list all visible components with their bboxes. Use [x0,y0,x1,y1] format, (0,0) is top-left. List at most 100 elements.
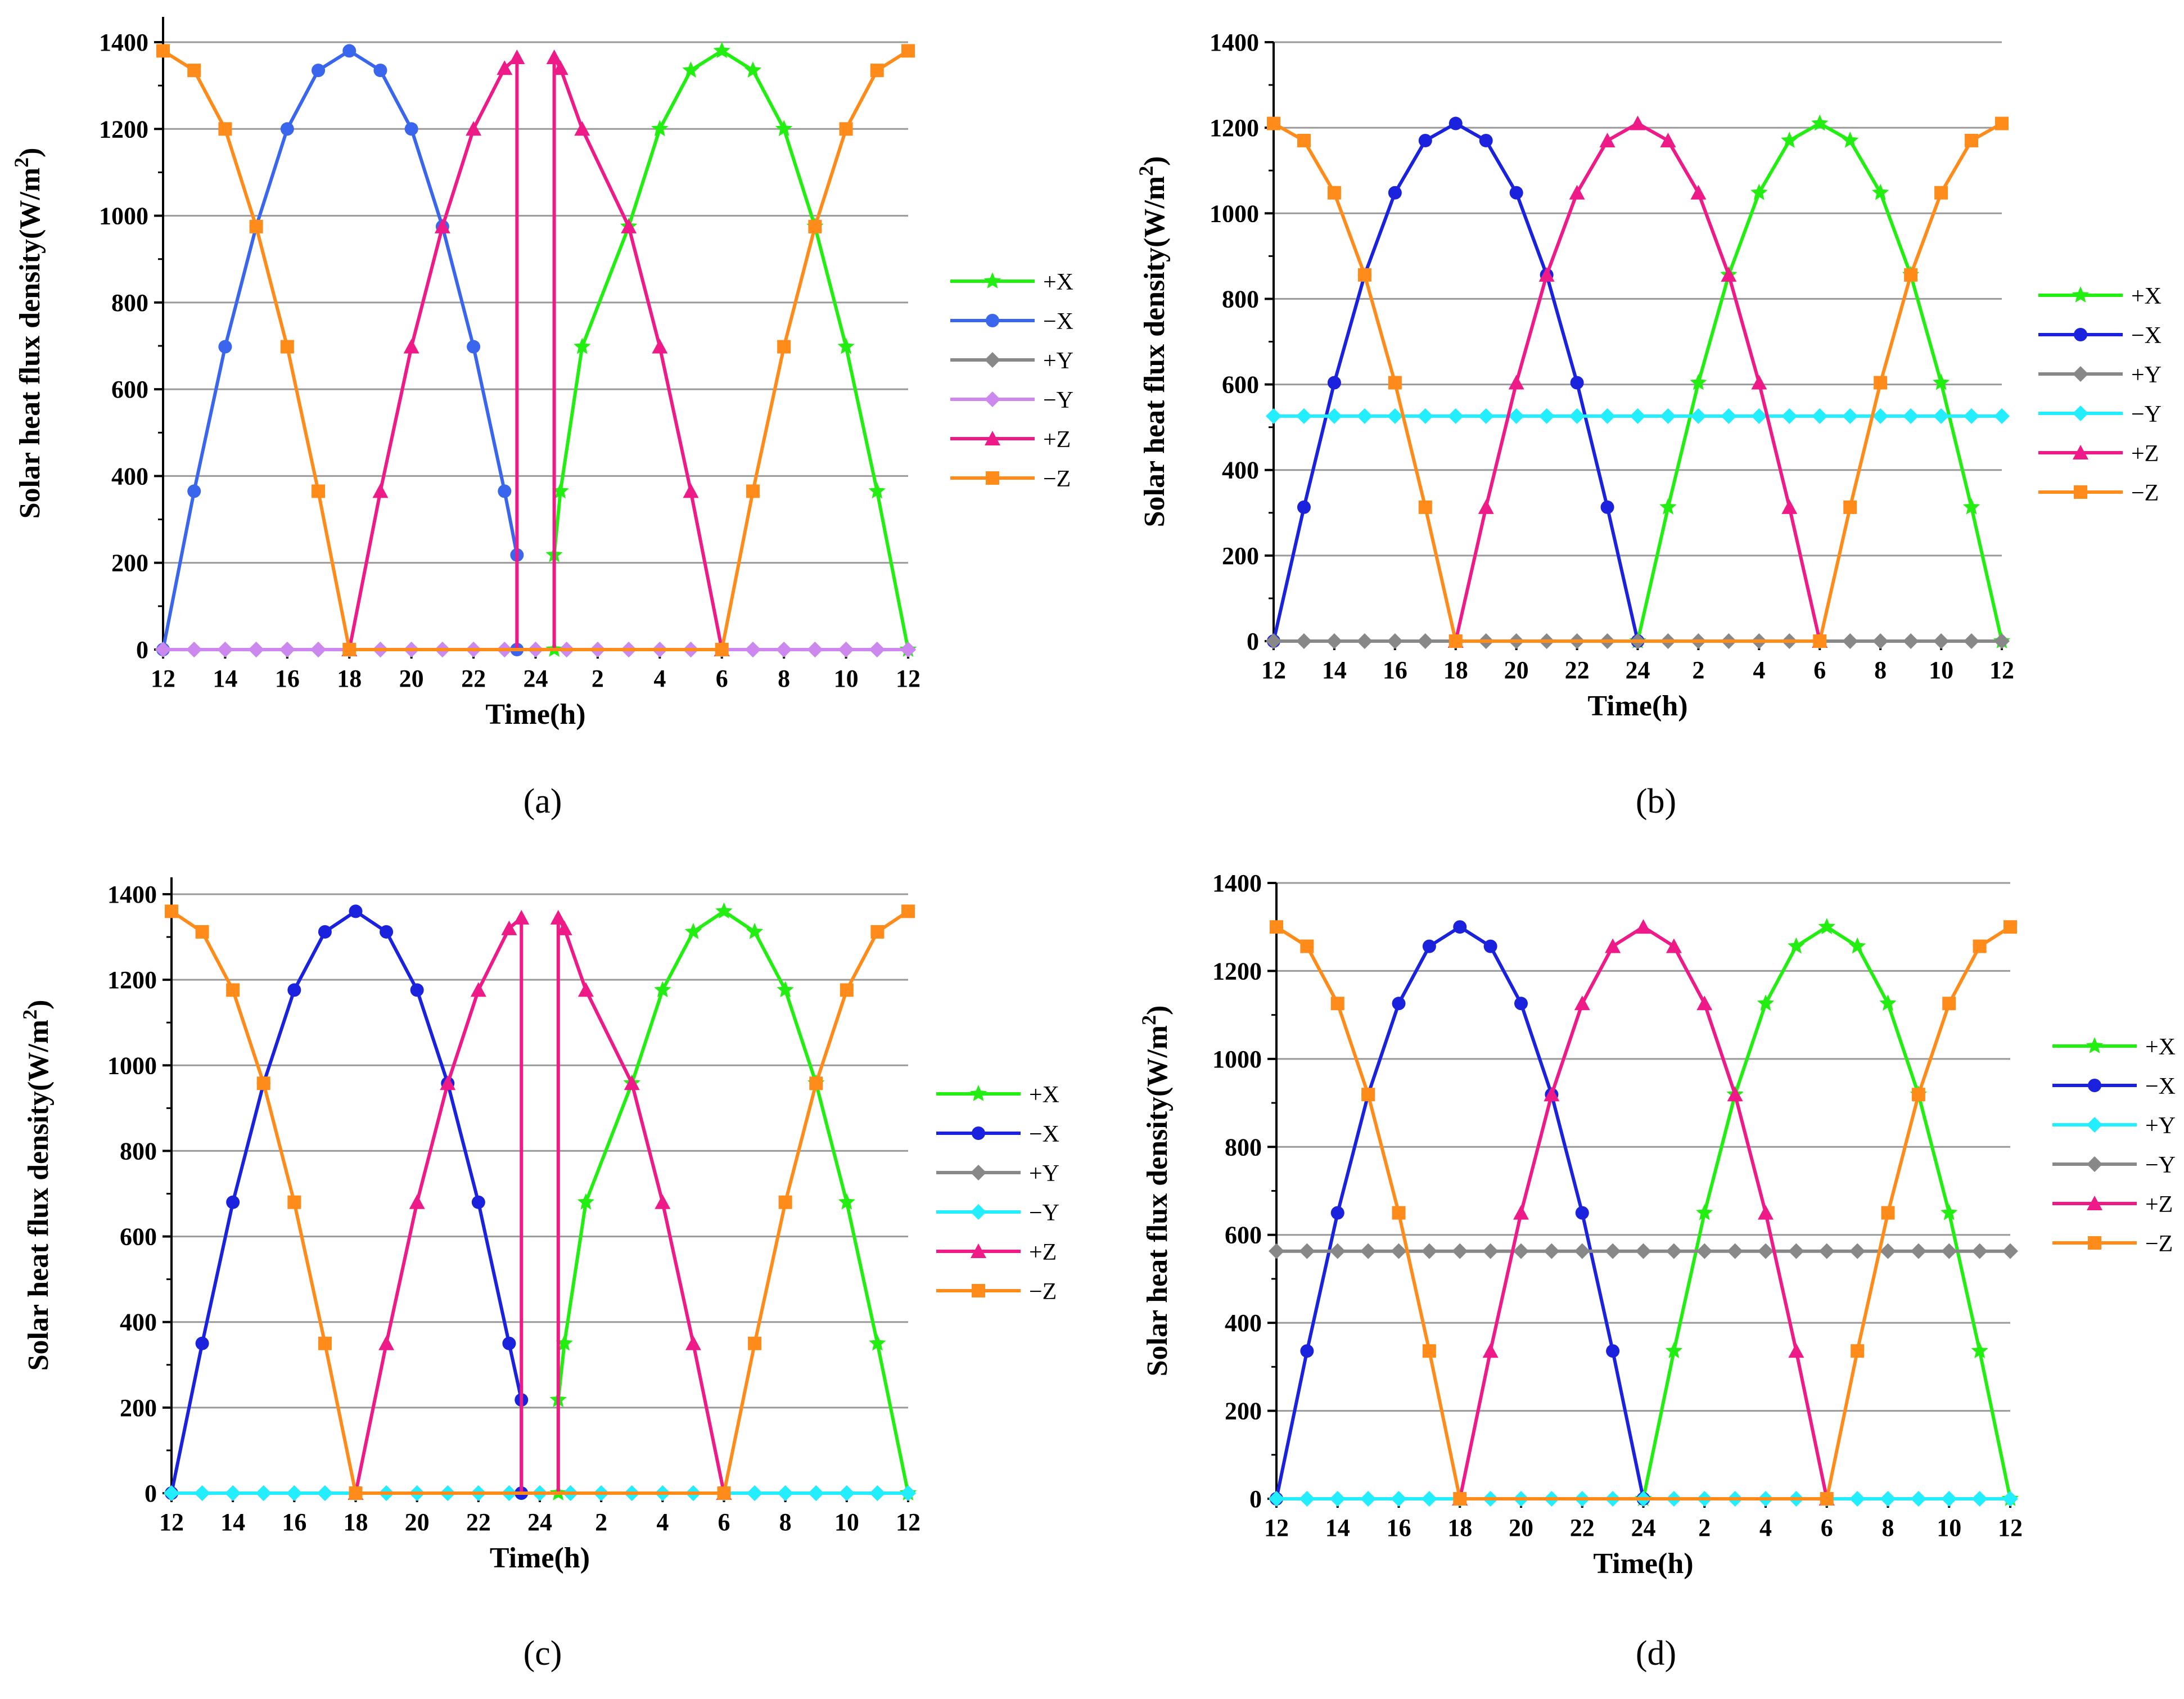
data-point-minus-y [1299,1243,1315,1259]
data-point-plus-z [1513,1205,1529,1220]
data-point-plus-z [470,982,486,997]
series-minus-z [156,44,915,656]
y-tick-label: 1400 [1210,29,1259,56]
data-point-minus-z [717,1486,731,1500]
data-point-minus-y [1690,408,1707,424]
data-point-minus-y [1482,1243,1499,1259]
panel-caption: (b) [1636,782,1676,821]
x-tick-label: 12 [896,665,920,692]
series-minus-x [1270,920,1650,1506]
legend-label-plus-x: +X [1043,269,1073,295]
data-point-plus-x [1750,183,1768,200]
data-point-plus-y [1903,633,1919,649]
data-point-plus-y [1971,1491,1988,1507]
y-tick-label: 400 [1222,457,1259,484]
legend-label-plus-y: +Y [1043,348,1073,374]
legend-label-minus-y: −Y [2145,1152,2176,1178]
data-point-plus-y [1329,1491,1346,1507]
data-point-plus-z [1574,995,1590,1011]
data-point-minus-z [1995,116,2009,130]
data-point-minus-y [1635,1243,1651,1259]
data-point-plus-y [1421,1491,1437,1507]
data-point-minus-z [318,1336,332,1350]
x-tick-label: 6 [718,1508,730,1536]
x-tick-label: 12 [896,1508,920,1536]
series-plus-z [348,909,732,1500]
data-point-plus-x [1941,1204,1958,1220]
data-point-minus-z [1422,1344,1436,1358]
y-tick-label: 1400 [99,29,148,56]
legend-marker-plus-y [2087,1117,2102,1133]
y-tick-label: 0 [136,636,148,664]
x-tick-label: 18 [344,1508,368,1536]
data-point-plus-x [746,922,764,939]
data-point-minus-y [1880,1243,1896,1259]
y-tick-label: 400 [120,1309,157,1336]
data-point-plus-y [1326,633,1342,649]
data-point-minus-y [777,1485,793,1501]
data-point-minus-y [1447,408,1464,424]
data-point-plus-z [624,1075,640,1090]
data-point-minus-z [195,925,209,939]
series-minus-y [1269,1243,2018,1259]
data-point-minus-x [1600,500,1614,514]
data-point-minus-z [1911,1088,1925,1102]
data-point-minus-y [279,642,295,657]
data-point-minus-x [502,1336,516,1350]
series-plus-x [1635,918,2019,1506]
data-point-plus-x [838,1193,856,1210]
data-point-minus-y [838,642,854,657]
x-tick-label: 4 [653,665,666,692]
data-point-minus-y [164,1485,179,1501]
data-point-minus-y [1266,408,1281,424]
y-tick-label: 1200 [1210,114,1259,142]
data-point-minus-z [746,484,760,498]
data-point-plus-z [577,982,594,997]
data-point-minus-x [1330,1206,1344,1220]
legend-label-minus-x: −X [1029,1121,1059,1147]
series-minus-z [1267,116,2009,648]
data-point-plus-y [1880,1491,1896,1507]
data-point-minus-y [776,642,792,657]
legend-label-minus-x: −X [2131,323,2162,349]
legend-marker-minus-y [985,391,1000,407]
data-point-minus-y [1452,1243,1468,1259]
series-minus-z [1270,920,2017,1506]
legend-marker-minus-x [2074,328,2087,341]
series-line-minus-z [1273,121,2003,643]
data-point-minus-y [217,642,233,657]
data-point-minus-z [1327,186,1341,200]
x-tick-label: 16 [1387,1514,1411,1542]
data-point-plus-y [1933,633,1950,649]
data-point-plus-z [378,1335,395,1350]
data-point-minus-y [1599,408,1616,424]
data-point-minus-y [1269,1243,1284,1259]
data-point-minus-z [280,340,294,354]
data-point-plus-z [1605,938,1621,953]
data-point-minus-y [1630,408,1646,424]
data-point-minus-y [807,642,823,657]
legend-marker-minus-z [972,1284,985,1297]
data-point-minus-y [1788,1243,1804,1259]
series-plus-x [1629,114,2011,648]
data-point-plus-y [1417,633,1433,649]
legend: +X −X +Y −Y +Z −Z [2038,283,2162,506]
data-point-minus-y [744,642,761,657]
x-tick-label: 2 [1692,656,1704,684]
x-tick-label: 8 [1874,656,1887,684]
data-point-minus-y [747,1485,763,1501]
x-tick-label: 22 [461,665,486,692]
x-tick-label: 12 [1264,1514,1289,1542]
legend-marker-minus-z [2088,1236,2101,1250]
data-point-plus-z [546,49,562,64]
data-point-minus-z [808,219,822,233]
data-point-minus-z [839,122,853,136]
y-tick-label: 200 [111,549,148,577]
series-plus-z [341,49,730,656]
data-point-minus-y [1421,1243,1437,1259]
legend-label-minus-y: −Y [2131,402,2162,427]
y-tick-label: 1000 [1210,200,1259,227]
data-point-minus-z [748,1336,762,1350]
